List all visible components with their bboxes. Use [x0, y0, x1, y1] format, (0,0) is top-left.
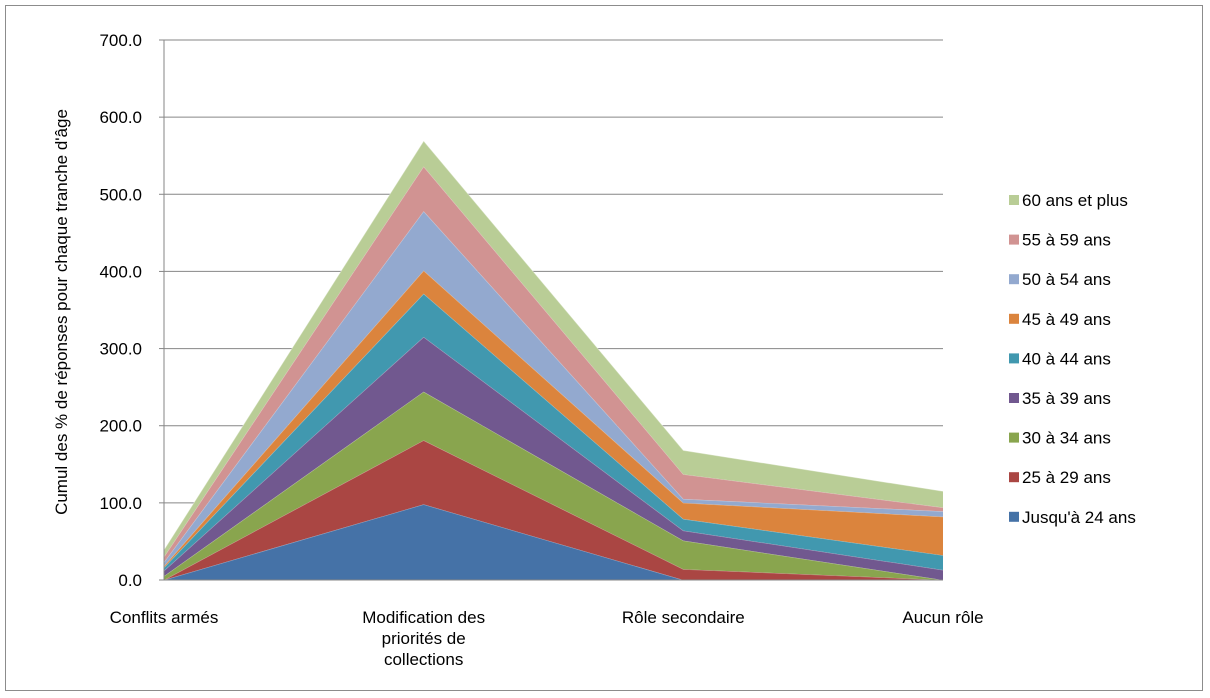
legend-swatch — [1009, 313, 1019, 324]
area-series-6 — [164, 270, 943, 568]
y-tick-label: 400.0 — [99, 262, 142, 281]
y-tick-label: 0.0 — [118, 571, 142, 590]
legend-label: 40 à 44 ans — [1022, 349, 1111, 368]
y-tick-label: 700.0 — [99, 31, 142, 50]
legend-label: 25 à 29 ans — [1022, 468, 1111, 487]
x-category-line: Conflits armés — [110, 608, 219, 627]
x-category-line: priorités de — [382, 629, 466, 648]
y-tick-label: 600.0 — [99, 108, 142, 127]
area-series-3 — [164, 391, 943, 580]
y-axis-title: Cumul des % de réponses pour chaque tran… — [52, 109, 71, 515]
x-category-label: Aucun rôle — [902, 608, 983, 627]
legend-label: 50 à 54 ans — [1022, 270, 1111, 289]
legend-swatch — [1009, 393, 1019, 403]
legend-swatch — [1009, 195, 1019, 205]
x-category-label: Rôle secondaire — [622, 608, 745, 627]
x-category-label: Conflits armés — [110, 608, 219, 627]
legend-swatch — [1009, 274, 1019, 285]
y-tick-label: 100.0 — [99, 494, 142, 513]
x-category-line: Rôle secondaire — [622, 608, 745, 627]
y-tick-labels: 0.0 100.0 200.0 300.0 400.0 500.0 600.0 700.0 — [99, 31, 142, 590]
legend-swatch — [1009, 472, 1019, 483]
y-tick-label: 200.0 — [99, 417, 142, 436]
x-category-line: Aucun rôle — [902, 608, 983, 627]
legend-swatch — [1009, 353, 1019, 364]
area-series-9 — [164, 141, 943, 557]
legend-swatch — [1009, 234, 1019, 245]
legend-label: 45 à 49 ans — [1022, 310, 1111, 329]
legend-label: 60 ans et plus — [1022, 191, 1128, 210]
area-series — [163, 140, 944, 581]
x-category-line: collections — [384, 650, 463, 669]
area-series-5 — [164, 293, 943, 571]
legend-label: Jusqu'à 24 ans — [1022, 508, 1136, 527]
area-series-edge — [163, 140, 944, 551]
legend-swatch — [1009, 432, 1019, 443]
legend: 60 ans et plus 55 à 59 ans 50 à 54 ans 45 à… — [1009, 191, 1136, 527]
area-series-4 — [164, 337, 943, 580]
legend-swatch — [1009, 511, 1019, 522]
legend-label: 30 à 34 ans — [1022, 429, 1111, 448]
y-tick-label: 300.0 — [99, 340, 142, 359]
axes — [163, 40, 943, 581]
area-series-1 — [164, 504, 943, 580]
x-category-label: Modification des priorités de collections — [362, 608, 485, 669]
x-category-labels: Conflits armés Modification des priorités … — [110, 608, 984, 669]
y-tick-label: 500.0 — [99, 185, 142, 204]
area-series-7 — [164, 211, 943, 567]
legend-label: 55 à 59 ans — [1022, 231, 1111, 250]
legend-label: 35 à 39 ans — [1022, 389, 1111, 408]
x-category-line: Modification des — [362, 608, 485, 627]
area-series-8 — [164, 166, 943, 563]
